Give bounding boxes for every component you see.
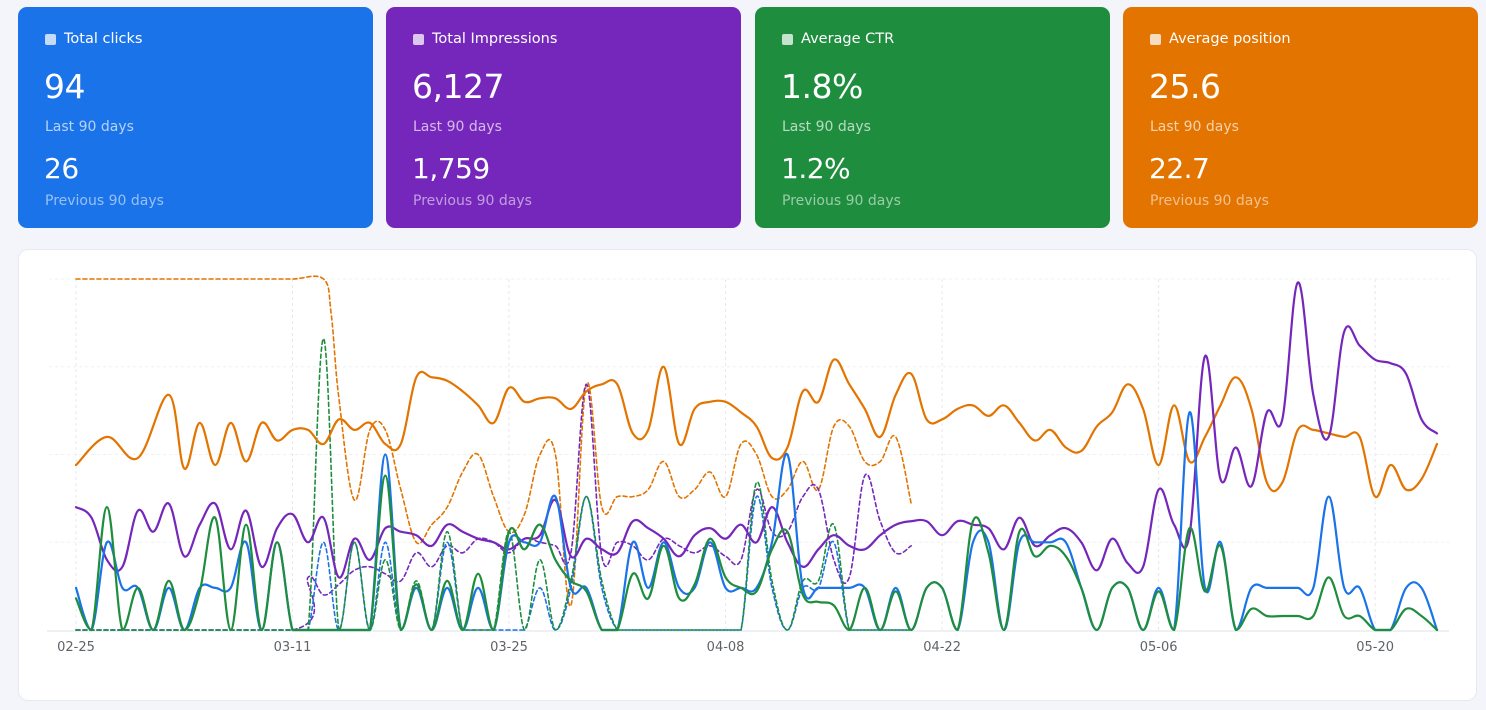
- average-position-card[interactable]: Average position 25.6 Last 90 days 22.7 Prev…: [1123, 7, 1478, 228]
- series-line-clicks-previous: [75, 495, 912, 631]
- total-impressions-card[interactable]: Total Impressions 6,127 Last 90 days 1,759 P…: [386, 7, 741, 228]
- x-tick-label: 05-20: [1356, 640, 1394, 655]
- checkbox-icon[interactable]: [413, 33, 424, 45]
- card-header: Total clicks: [44, 31, 373, 47]
- total-clicks-card[interactable]: Total clicks 94 Last 90 days 26 Previous 90 …: [18, 7, 373, 228]
- x-tick-label: 04-08: [707, 640, 745, 655]
- previous-period-label: Previous 90 days: [45, 193, 164, 209]
- previous-value: 22.7: [1149, 152, 1210, 185]
- card-header: Average position: [1149, 31, 1478, 47]
- card-title: Average CTR: [801, 31, 895, 47]
- current-period-label: Last 90 days: [45, 119, 134, 135]
- performance-chart: 02-25 03-11 03-25 04-08 04-22 05-06 05-20: [47, 275, 1449, 655]
- previous-period-label: Previous 90 days: [1150, 193, 1269, 209]
- current-value: 94: [44, 67, 86, 106]
- previous-value: 26: [44, 152, 79, 185]
- chart-panel: 02-25 03-11 03-25 04-08 04-22 05-06 05-20: [18, 249, 1477, 701]
- previous-value: 1.2%: [781, 152, 851, 185]
- card-title: Average position: [1169, 31, 1291, 47]
- series-line-impressions-previous: [75, 383, 912, 631]
- series-line-impressions: [74, 281, 1439, 579]
- checkbox-icon[interactable]: [782, 33, 793, 45]
- series-line-clicks: [74, 411, 1439, 632]
- series-line-ctr: [74, 474, 1439, 632]
- card-header: Average CTR: [781, 31, 1110, 47]
- x-tick-label: 05-06: [1140, 640, 1178, 655]
- x-tick-label: 03-25: [490, 640, 528, 655]
- previous-period-label: Previous 90 days: [782, 193, 901, 209]
- previous-value: 1,759: [412, 152, 490, 185]
- card-header: Total Impressions: [412, 31, 741, 47]
- average-ctr-card[interactable]: Average CTR 1.8% Last 90 days 1.2% Previous …: [755, 7, 1110, 228]
- series-line-ctr-previous: [75, 337, 912, 631]
- checkbox-icon[interactable]: [45, 33, 56, 45]
- current-value: 6,127: [412, 67, 504, 106]
- x-tick-label: 02-25: [57, 640, 95, 655]
- series-line-position-previous: [75, 275, 912, 607]
- current-period-label: Last 90 days: [782, 119, 871, 135]
- current-period-label: Last 90 days: [413, 119, 502, 135]
- series-line-position: [74, 358, 1439, 498]
- current-period-label: Last 90 days: [1150, 119, 1239, 135]
- checkbox-icon[interactable]: [1150, 33, 1161, 45]
- card-title: Total clicks: [64, 31, 143, 47]
- x-tick-label: 03-11: [274, 640, 312, 655]
- x-tick-label: 04-22: [923, 640, 961, 655]
- current-value: 25.6: [1149, 67, 1221, 106]
- card-title: Total Impressions: [432, 31, 558, 47]
- current-value: 1.8%: [781, 67, 863, 106]
- previous-period-label: Previous 90 days: [413, 193, 532, 209]
